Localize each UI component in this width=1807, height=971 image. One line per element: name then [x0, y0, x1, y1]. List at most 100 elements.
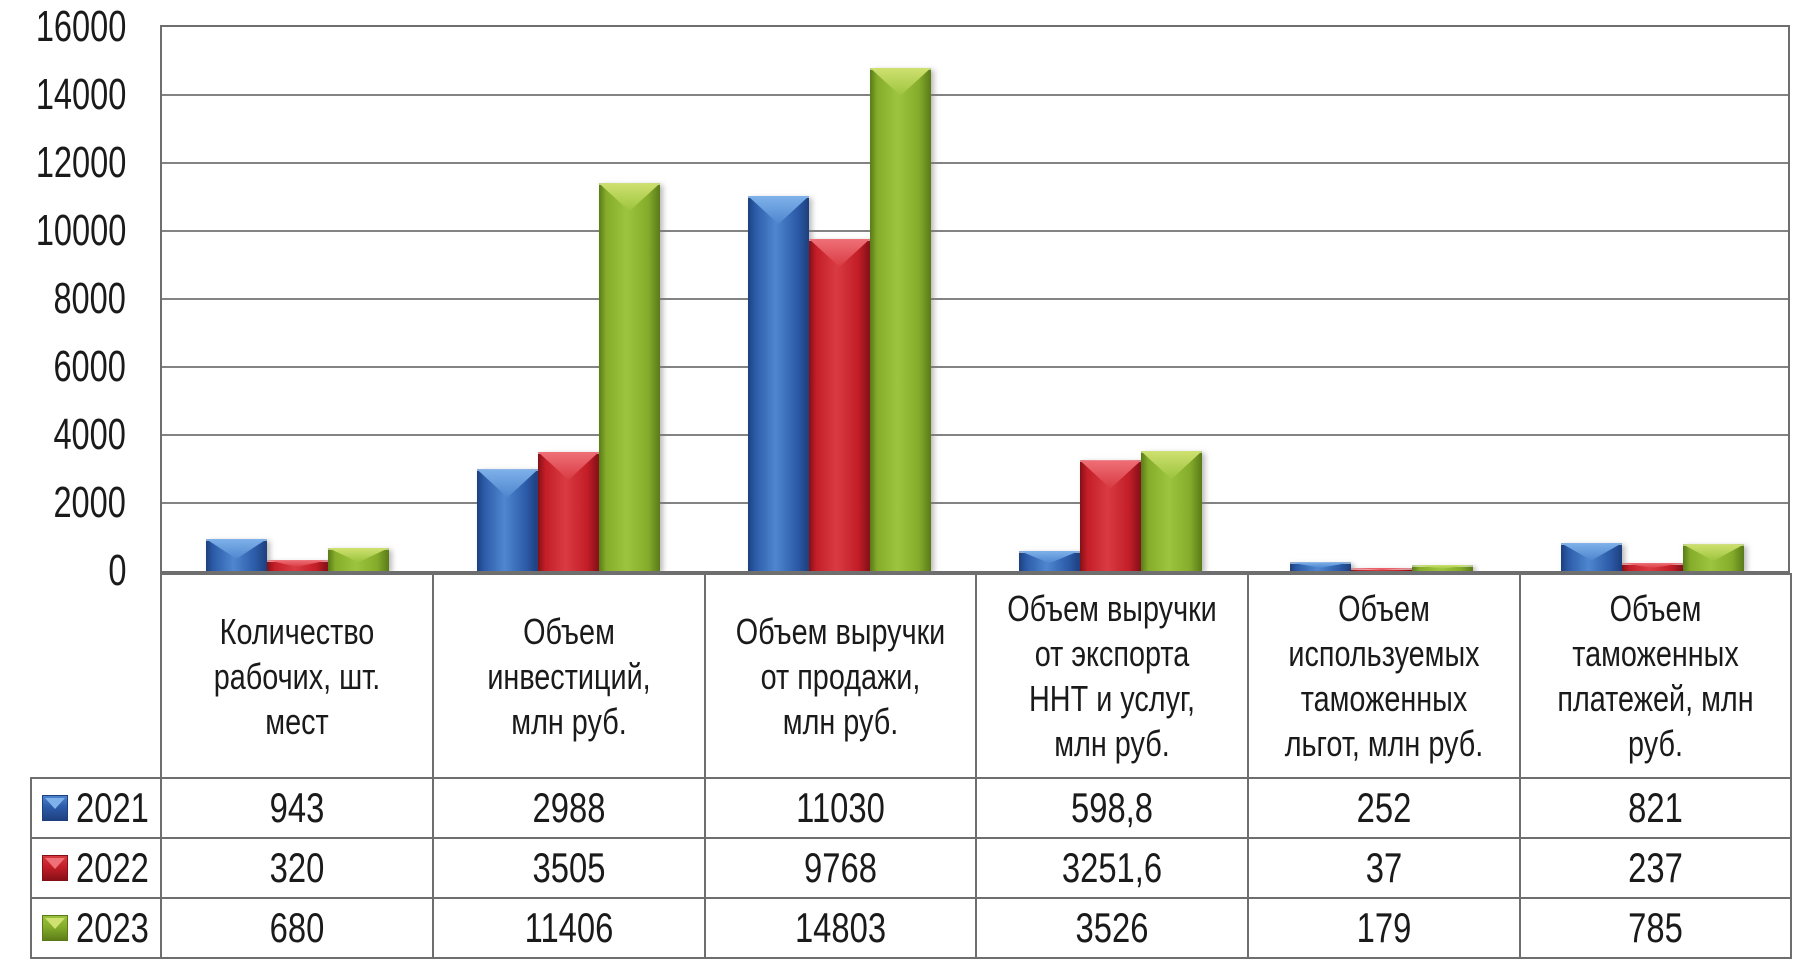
- category-header-3: Объем выручки от продажи, млн руб.: [704, 573, 977, 779]
- value-text: 680: [269, 904, 325, 951]
- legend-cell-2021: 2021: [30, 777, 162, 839]
- y-tick-text: 16000: [35, 2, 126, 51]
- value-cell: 785: [1519, 897, 1792, 959]
- y-tick-label: 10000: [0, 209, 126, 253]
- table-header-row: Количество рабочих, шт. мест Объем инвест…: [31, 573, 1792, 779]
- bar-2022-cat5: [1351, 568, 1412, 571]
- value-cell: 11406: [432, 897, 706, 959]
- gridline: [162, 162, 1788, 164]
- legend-year-label: 2021: [76, 784, 149, 831]
- value-text: 9768: [804, 844, 877, 891]
- value-cell: 821: [1519, 777, 1792, 839]
- gridline: [162, 230, 1788, 232]
- gridline: [162, 366, 1788, 368]
- category-header-text: Количество рабочих, шт. мест: [213, 610, 381, 742]
- y-tick-label: 14000: [0, 73, 126, 117]
- bar-2021-cat4: [1019, 550, 1080, 571]
- legend-cell-2022: 2022: [30, 837, 162, 899]
- value-cell: 320: [160, 837, 434, 899]
- bar-2021-cat6: [1561, 543, 1622, 571]
- value-cell: 3251,6: [975, 837, 1249, 899]
- bar-2021-cat3: [748, 195, 809, 571]
- legend-cell-2023: 2023: [30, 897, 162, 959]
- value-text: 598,8: [1071, 784, 1153, 831]
- table-row-2021: 2021 943 2988 11030 598,8 252 821: [30, 777, 1792, 839]
- category-header-6: Объем таможенных платежей, млн руб.: [1519, 573, 1792, 779]
- category-header-1: Количество рабочих, шт. мест: [160, 573, 434, 779]
- bar-2022-cat1: [267, 560, 328, 571]
- value-text: 252: [1356, 784, 1412, 831]
- y-tick-label: 4000: [0, 413, 126, 457]
- gridline: [162, 502, 1788, 504]
- value-cell: 9768: [704, 837, 977, 899]
- plot-area: [160, 25, 1790, 573]
- legend-entry: 2022: [33, 845, 159, 891]
- y-tick-text: 8000: [53, 274, 126, 323]
- y-tick-text: 12000: [35, 138, 126, 187]
- value-cell: 179: [1247, 897, 1521, 959]
- legend-marker-icon: [42, 855, 68, 881]
- bar-2021-cat2: [477, 469, 538, 571]
- bar-2021-cat5: [1290, 562, 1351, 571]
- value-cell: 11030: [704, 777, 977, 839]
- y-tick-text: 2000: [53, 478, 126, 527]
- bar-2022-cat3: [809, 238, 870, 571]
- bar-2023-cat4: [1141, 451, 1202, 571]
- category-header-text: Объем выручки от экспорта ННТ и услуг, м…: [1007, 588, 1217, 764]
- bar-2023-cat5: [1412, 564, 1473, 571]
- legend-year-label: 2023: [76, 904, 149, 951]
- category-header-4: Объем выручки от экспорта ННТ и услуг, м…: [975, 573, 1249, 779]
- y-tick-text: 10000: [35, 206, 126, 255]
- category-header-text: Объем таможенных платежей, млн руб.: [1557, 588, 1754, 764]
- value-text: 3505: [532, 844, 606, 891]
- bar-2023-cat3: [870, 67, 931, 571]
- value-text: 821: [1628, 784, 1683, 831]
- y-tick-label: 16000: [0, 5, 126, 49]
- bar-2021-cat1: [206, 538, 267, 571]
- value-text: 11406: [524, 904, 614, 951]
- gridline: [162, 298, 1788, 300]
- bar-2022-cat6: [1622, 562, 1683, 571]
- data-table: Количество рабочих, шт. мест Объем инвест…: [30, 573, 1792, 959]
- value-text: 2988: [532, 784, 606, 831]
- bar-2023-cat6: [1683, 544, 1744, 571]
- y-axis: 0 2000 4000 6000 8000 10000 12000 14000 16000: [0, 5, 126, 593]
- bar-2022-cat4: [1080, 460, 1141, 571]
- value-cell: 37: [1247, 837, 1521, 899]
- y-tick-text: 4000: [53, 410, 126, 459]
- value-text: 320: [269, 844, 325, 891]
- category-header-text: Объем используемых таможенных льгот, млн…: [1284, 588, 1484, 764]
- table-body: Количество рабочих, шт. мест Объем инвест…: [30, 573, 1792, 959]
- category-header-text: Объем инвестиций, млн руб.: [487, 610, 651, 742]
- legend-entry: 2021: [33, 784, 159, 831]
- value-cell: 14803: [704, 897, 977, 959]
- value-text: 179: [1356, 904, 1412, 951]
- legend-marker-icon: [42, 915, 68, 941]
- value-cell: 3505: [432, 837, 706, 899]
- value-cell: 252: [1247, 777, 1521, 839]
- y-tick-text: 14000: [35, 70, 126, 119]
- legend-marker-icon: [42, 795, 68, 821]
- value-text: 14803: [794, 904, 887, 951]
- gridline: [162, 434, 1788, 436]
- bar-2023-cat1: [328, 547, 389, 571]
- y-tick-text: 0: [107, 546, 126, 595]
- bar-2023-cat2: [599, 183, 660, 571]
- category-header-2: Объем инвестиций, млн руб.: [432, 573, 706, 779]
- y-tick-label: 0: [0, 549, 126, 593]
- y-tick-label: 2000: [0, 481, 126, 525]
- value-text: 943: [269, 784, 325, 831]
- value-text: 11030: [796, 784, 885, 831]
- value-cell: 3526: [975, 897, 1249, 959]
- table-row-2022: 2022 320 3505 9768 3251,6 37 237: [30, 837, 1792, 899]
- value-text: 237: [1628, 844, 1683, 891]
- value-text: 785: [1628, 904, 1683, 951]
- bar-2022-cat2: [538, 451, 599, 571]
- y-tick-label: 12000: [0, 141, 126, 185]
- value-cell: 598,8: [975, 777, 1249, 839]
- gridline: [162, 94, 1788, 96]
- y-tick-label: 8000: [0, 277, 126, 321]
- y-tick-text: 6000: [53, 342, 126, 391]
- value-text: 3251,6: [1061, 844, 1163, 891]
